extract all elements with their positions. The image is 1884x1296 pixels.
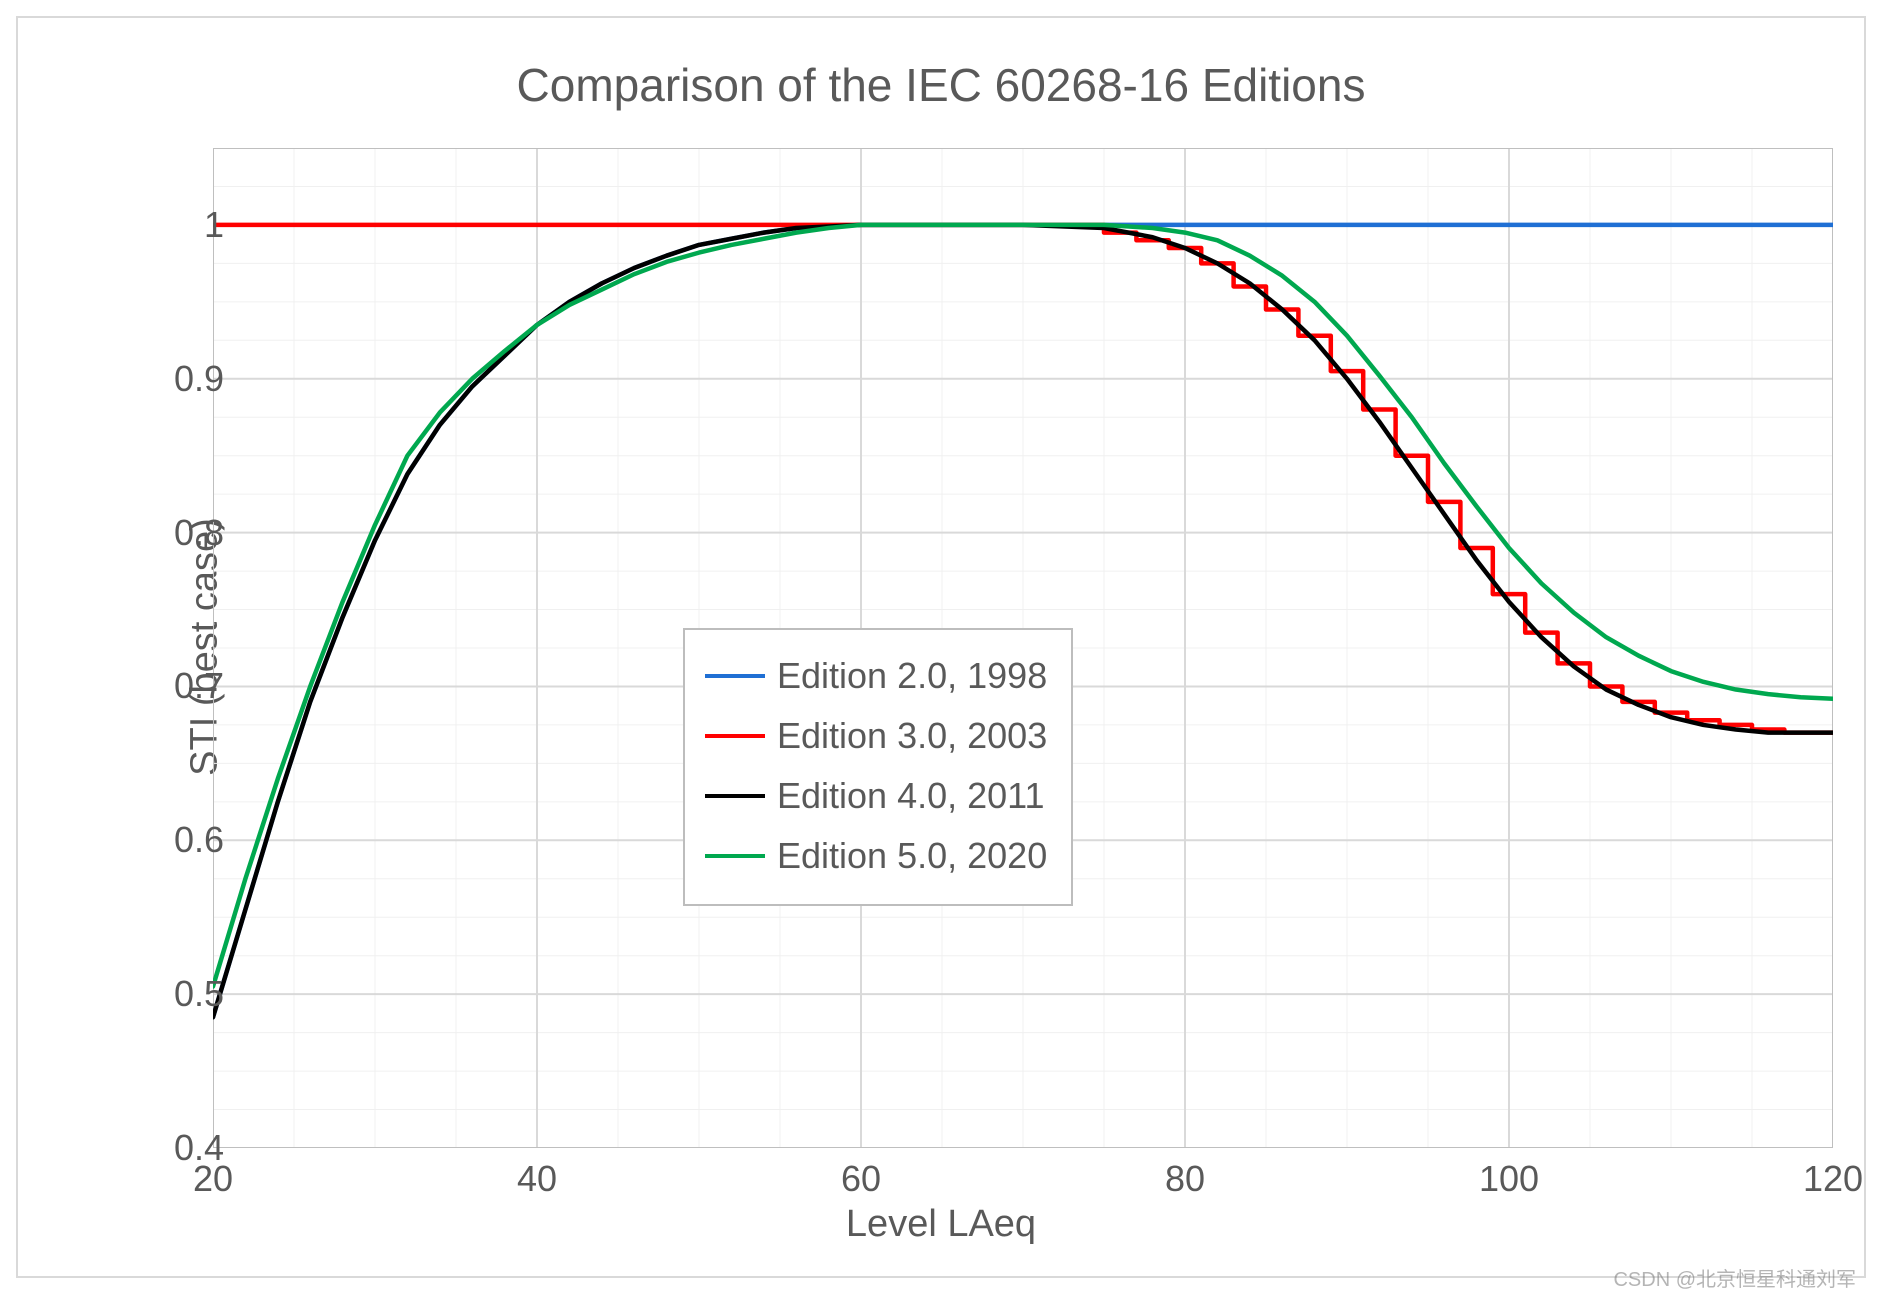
x-tick-label: 100 (1449, 1158, 1569, 1200)
legend-item: Edition 3.0, 2003 (705, 706, 1047, 766)
x-tick-label: 60 (801, 1158, 921, 1200)
x-tick-label: 40 (477, 1158, 597, 1200)
legend-line-swatch (705, 854, 765, 858)
legend-label: Edition 2.0, 1998 (777, 655, 1047, 697)
y-tick-label: 0.6 (64, 819, 224, 861)
y-tick-label: 1 (64, 204, 224, 246)
y-tick-label: 0.5 (64, 973, 224, 1015)
y-tick-label: 0.7 (64, 665, 224, 707)
legend: Edition 2.0, 1998 Edition 3.0, 2003 Editio… (683, 628, 1073, 906)
x-tick-label: 80 (1125, 1158, 1245, 1200)
y-tick-label: 0.8 (64, 512, 224, 554)
legend-line-swatch (705, 794, 765, 798)
y-tick-label: 0.9 (64, 358, 224, 400)
x-tick-label: 20 (153, 1158, 273, 1200)
chart-frame: Comparison of the IEC 60268-16 Editions … (16, 16, 1866, 1278)
legend-item: Edition 4.0, 2011 (705, 766, 1047, 826)
chart-title: Comparison of the IEC 60268-16 Editions (18, 58, 1864, 112)
legend-label: Edition 5.0, 2020 (777, 835, 1047, 877)
watermark: CSDN @北京恒星科通刘军 (1613, 1263, 1856, 1292)
legend-item: Edition 2.0, 1998 (705, 646, 1047, 706)
legend-label: Edition 4.0, 2011 (777, 775, 1045, 817)
x-tick-label: 120 (1773, 1158, 1884, 1200)
legend-line-swatch (705, 674, 765, 678)
legend-line-swatch (705, 734, 765, 738)
legend-item: Edition 5.0, 2020 (705, 826, 1047, 886)
x-axis-label: Level LAeq (18, 1203, 1864, 1246)
legend-label: Edition 3.0, 2003 (777, 715, 1047, 757)
